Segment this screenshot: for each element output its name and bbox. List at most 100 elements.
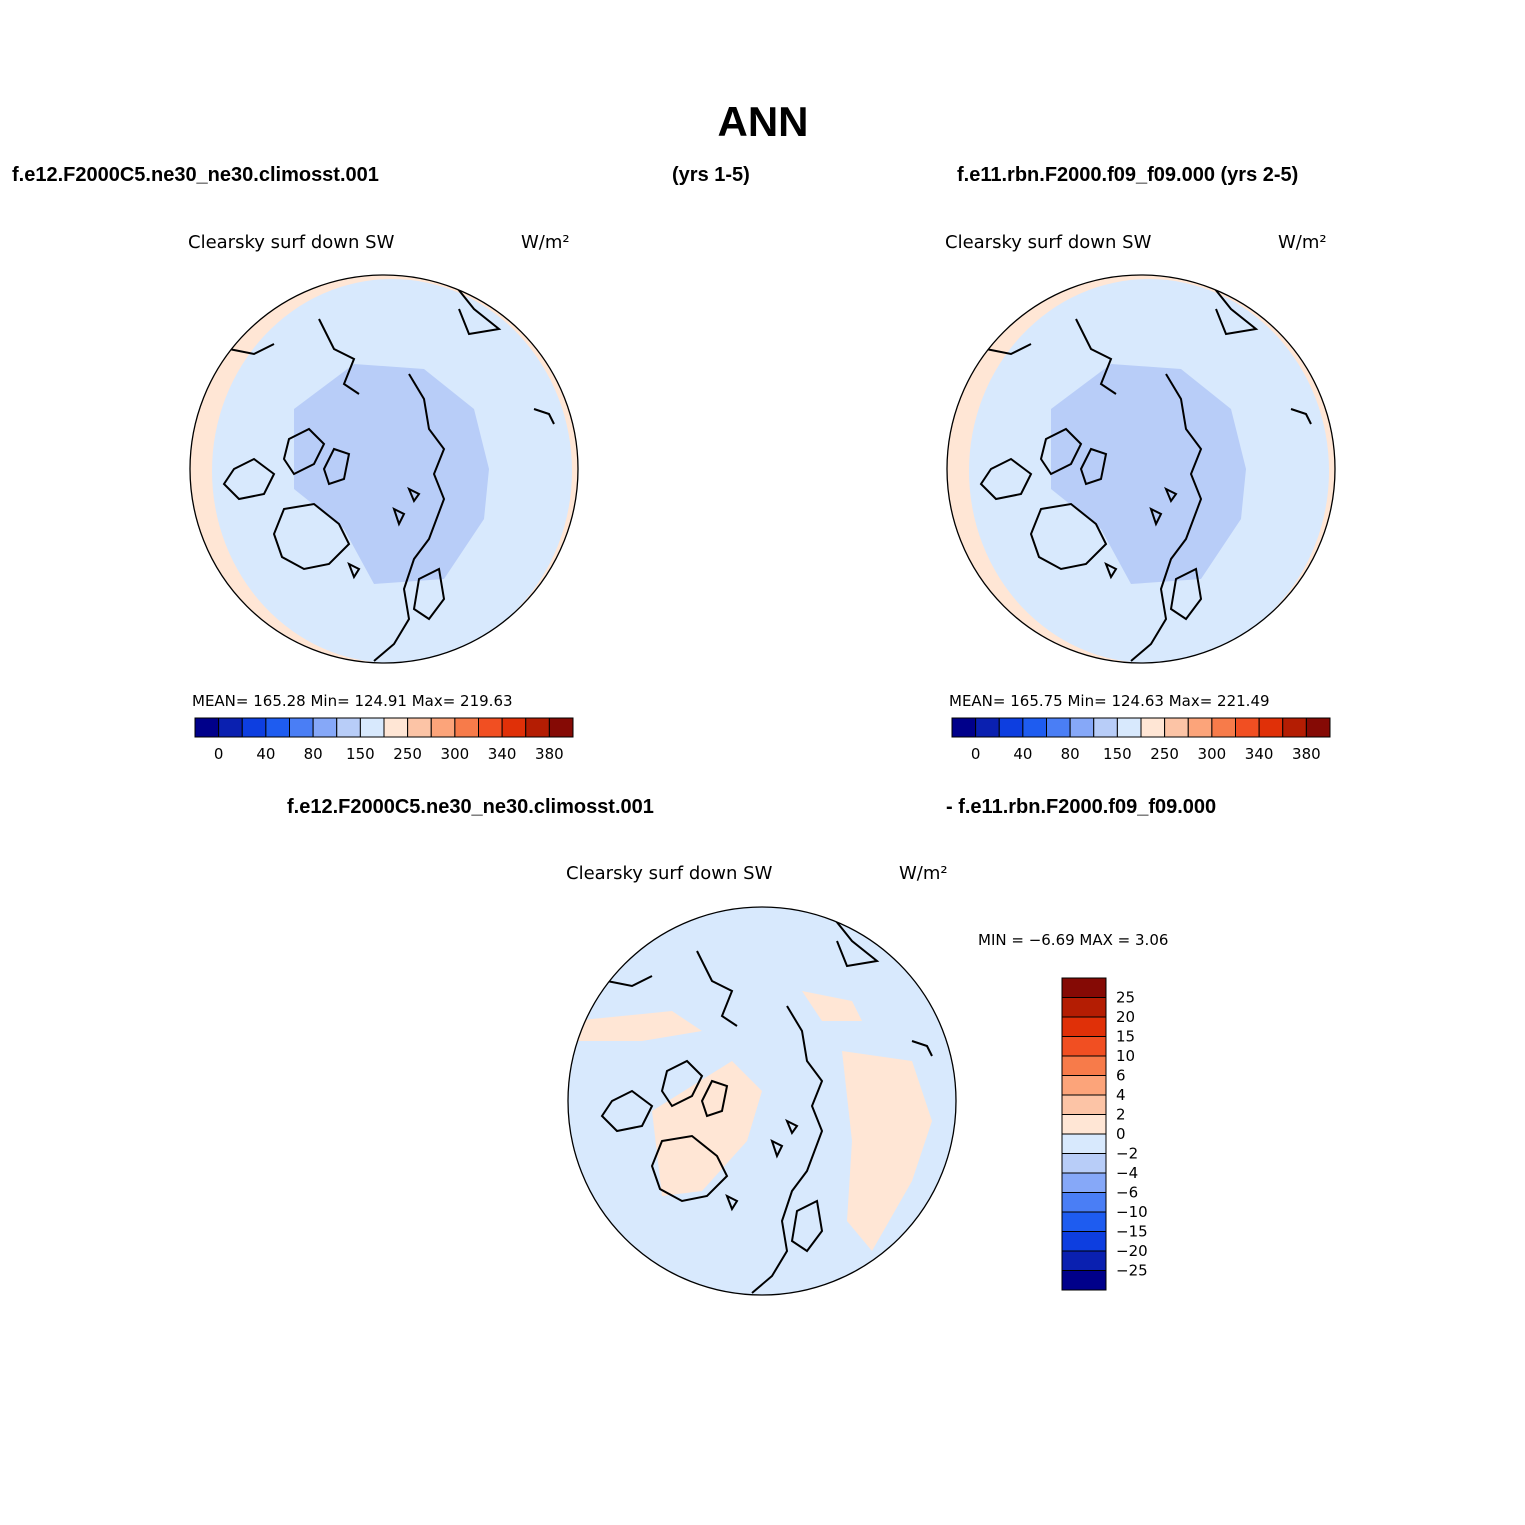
colorbar-box [1116, 717, 1142, 738]
colorbar-box [1164, 717, 1189, 738]
map-fill [947, 275, 1335, 663]
variable-label: Clearsky surf down SW [188, 232, 395, 253]
colorbar-box [1061, 997, 1107, 1018]
stats-label: MEAN= 165.75 Min= 124.63 Max= 221.49 [949, 692, 1270, 710]
colorbar-label: 300 [441, 745, 470, 763]
colorbar-box [1061, 1133, 1107, 1154]
colorbar-box [312, 717, 338, 738]
coastline [660, 1059, 704, 1108]
colorbar-box [1305, 717, 1331, 738]
colorbar-label: −4 [1116, 1164, 1138, 1182]
colorbar-box [501, 717, 527, 738]
map [567, 906, 957, 1296]
coastline [318, 318, 360, 395]
coastline [650, 1134, 729, 1203]
colorbar-label: 10 [1116, 1047, 1135, 1065]
colorbar-label: −20 [1116, 1242, 1148, 1260]
coastline [392, 507, 406, 527]
coastline [751, 1005, 824, 1294]
map [189, 274, 579, 664]
colorbar-label: 25 [1116, 989, 1135, 1007]
region [802, 991, 862, 1021]
colorbar-box [1061, 1075, 1107, 1096]
coastline [282, 427, 326, 476]
coastline [533, 408, 555, 425]
colorbar-box [1140, 717, 1166, 738]
colorbar-box [1069, 717, 1095, 738]
colorbar-box [265, 717, 290, 738]
case-label: f.e12.F2000C5.ne30_ne30.climosst.001 [12, 164, 379, 186]
colorbar-box [1235, 717, 1260, 738]
coastline [407, 486, 421, 504]
colorbar-box [998, 717, 1024, 738]
coastline [1210, 283, 1259, 336]
colorbar-label: 340 [488, 745, 517, 763]
coastline [322, 447, 351, 486]
colorbar-box [548, 717, 574, 738]
colorbar-box [1061, 977, 1107, 998]
colorbar-label: 340 [1245, 745, 1274, 763]
colorbar-label: 80 [1061, 745, 1080, 763]
map-border [567, 906, 957, 1296]
colorbar-label: 150 [346, 745, 375, 763]
colorbar-label: 6 [1116, 1067, 1126, 1085]
colorbar-box [1282, 717, 1307, 738]
units-label: W/m² [1278, 232, 1327, 253]
colorbar-box [1061, 1055, 1107, 1076]
colorbar-box [1061, 1016, 1107, 1037]
colorbar-label: −15 [1116, 1223, 1148, 1241]
coastline [228, 343, 275, 356]
colorbar-label: 80 [304, 745, 323, 763]
units-label: W/m² [899, 863, 948, 884]
coastline [412, 567, 446, 621]
colorbar-box [194, 717, 220, 738]
colorbar-label: 380 [1292, 745, 1321, 763]
units-label: W/m² [521, 232, 570, 253]
colorbar-box [359, 717, 385, 738]
coastline [725, 1193, 739, 1212]
coastline [979, 457, 1033, 501]
colorbar-box [525, 717, 550, 738]
coastline [785, 1118, 799, 1136]
colorbar-label: 0 [214, 745, 224, 763]
colorbar-label: −2 [1116, 1145, 1138, 1163]
colorbar-box [1061, 1231, 1107, 1252]
coastline [453, 283, 502, 336]
coastline [700, 1079, 729, 1118]
colorbar-box [1211, 717, 1236, 738]
case-label: f.e12.F2000C5.ne30_ne30.climosst.001 [287, 796, 654, 818]
colorbar-box [1061, 1094, 1107, 1115]
case-label: - f.e11.rbn.F2000.f09_f09.000 [946, 796, 1216, 818]
map-border [946, 274, 1336, 664]
coastline [600, 1089, 654, 1133]
coastline [1169, 567, 1203, 621]
colorbar-label: 0 [971, 745, 981, 763]
colorbar-box [1258, 717, 1284, 738]
variable-label: Clearsky surf down SW [945, 232, 1152, 253]
region [294, 364, 489, 584]
colorbar-label: −6 [1116, 1184, 1138, 1202]
colorbar-box [1061, 1114, 1107, 1135]
colorbar-box [1061, 1211, 1107, 1232]
colorbar-box [1061, 1250, 1107, 1271]
colorbar-box [241, 717, 267, 738]
colorbar-box [336, 717, 361, 738]
coastline [1075, 318, 1117, 395]
colorbar-label: 150 [1103, 745, 1132, 763]
colorbar-label: 15 [1116, 1028, 1135, 1046]
coastline [985, 343, 1032, 356]
colorbar-label: 0 [1116, 1125, 1126, 1143]
coastline [770, 1139, 784, 1159]
colorbar-box [1061, 1153, 1107, 1174]
map-fill [190, 275, 578, 663]
colorbar-box [383, 717, 409, 738]
coastline [1149, 507, 1163, 527]
colorbar-box [218, 717, 243, 738]
coastline [1130, 373, 1203, 662]
colorbar-box [1061, 1036, 1107, 1057]
colorbar-label: 4 [1116, 1086, 1126, 1104]
coastline [606, 975, 653, 988]
colorbar-box [1187, 717, 1213, 738]
colorbar-label: 40 [256, 745, 275, 763]
years-label: (yrs 1-5) [672, 164, 750, 186]
